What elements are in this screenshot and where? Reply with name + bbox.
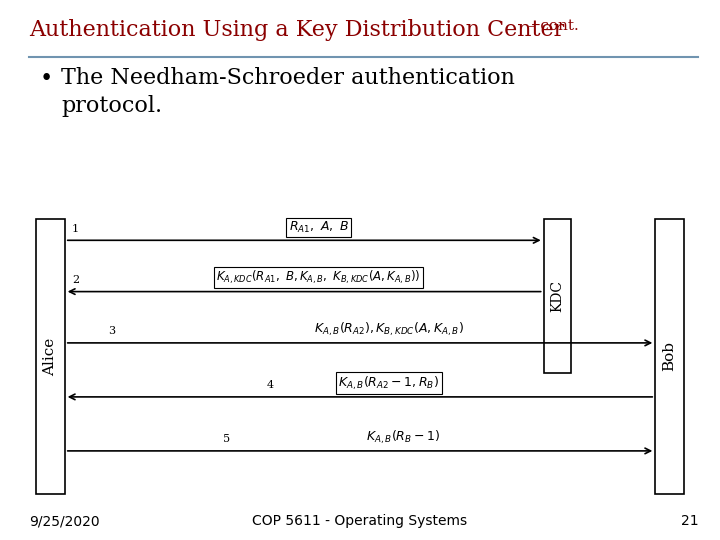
Text: Authentication Using a Key Distribution Center: Authentication Using a Key Distribution … — [29, 19, 564, 41]
Text: 4: 4 — [266, 380, 274, 390]
Text: 9/25/2020: 9/25/2020 — [29, 514, 99, 528]
Text: The Needham-Schroeder authentication
protocol.: The Needham-Schroeder authentication pro… — [61, 68, 515, 117]
Text: •: • — [40, 68, 53, 90]
Text: Bob: Bob — [662, 341, 677, 372]
Text: 5: 5 — [223, 434, 230, 444]
Text: $K_{A,B}(R_B-1)$: $K_{A,B}(R_B-1)$ — [366, 428, 440, 446]
Text: 1: 1 — [72, 224, 79, 234]
Text: $K_{A,B}(R_{A2}), K_{B,KDC}(A, K_{A,B})$: $K_{A,B}(R_{A2}), K_{B,KDC}(A, K_{A,B})$ — [314, 320, 464, 338]
Bar — [655, 219, 684, 494]
Text: 3: 3 — [108, 326, 115, 336]
Text: 21: 21 — [681, 514, 698, 528]
Text: 2: 2 — [72, 275, 79, 285]
Bar — [544, 219, 571, 373]
Text: $K_{A,B}(R_{A2}-1, R_B)$: $K_{A,B}(R_{A2}-1, R_B)$ — [338, 374, 439, 392]
Text: $R_{A1},\ A,\ B$: $R_{A1},\ A,\ B$ — [289, 220, 348, 235]
Text: Alice: Alice — [43, 338, 58, 375]
Text: KDC: KDC — [550, 280, 564, 312]
Text: – cont.: – cont. — [523, 19, 578, 33]
Bar — [36, 219, 65, 494]
Text: $K_{A,KDC}(R_{A1},\ B, K_{A,B},\ K_{B,KDC}(A, K_{A,B}))$: $K_{A,KDC}(R_{A1},\ B, K_{A,B},\ K_{B,KD… — [217, 269, 420, 286]
Text: COP 5611 - Operating Systems: COP 5611 - Operating Systems — [253, 514, 467, 528]
